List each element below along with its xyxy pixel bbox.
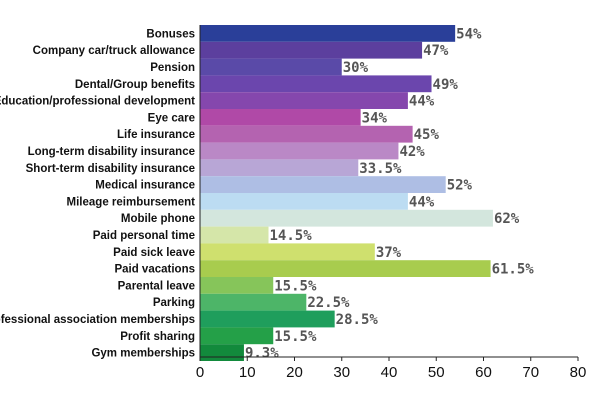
value-label: 37% [376,245,402,261]
value-label: 34% [362,110,388,126]
value-label: 47% [423,43,449,59]
value-label: 22.5% [307,295,350,311]
value-label: 62% [494,211,520,227]
category-label: Paid sick leave [113,247,195,259]
bar-14 [200,260,491,277]
value-label: 28.5% [336,312,379,328]
value-label: 33.5% [359,161,402,177]
value-label: 15.5% [274,329,317,345]
category-label: Parental leave [118,280,195,292]
category-label: Pension [150,62,195,74]
bar-19 [200,344,244,361]
category-label: Mileage reimbursement [67,196,196,208]
category-label: Mobile phone [121,213,195,225]
category-label: Eye care [148,112,195,124]
category-label: Professional association memberships [0,314,195,326]
bar-9 [200,176,446,193]
x-tick-label: 60 [475,364,492,381]
value-label: 45% [414,127,440,143]
x-tick-label: 10 [239,364,256,381]
value-label: 61.5% [492,262,535,278]
category-label: Paid vacations [114,264,195,276]
category-label: Education/professional development [0,96,195,108]
category-labels: Bonuses Company car/truck allowance Pensio… [0,28,195,359]
bar-4 [200,92,408,109]
bar-11 [200,209,493,227]
category-label: Profit sharing [120,331,195,343]
bar-6 [200,125,413,143]
value-label: 52% [447,178,473,194]
x-tick-label: 80 [570,364,587,381]
category-label: Bonuses [146,28,195,40]
category-label: Company car/truck allowance [33,45,195,57]
category-label: Paid personal time [93,230,195,242]
value-label: 15.5% [274,278,317,294]
bar-15 [200,277,274,294]
category-label: Short-term disability insurance [26,163,195,175]
category-label: Gym memberships [91,348,195,360]
category-label: Parking [153,297,195,309]
x-tick-label: 0 [196,364,204,381]
value-label: 44% [409,94,435,110]
value-label: 30% [343,60,369,76]
category-label: Dental/Group benefits [75,79,195,91]
value-label: 54% [456,26,482,42]
value-label: 49% [433,77,459,93]
bar-18 [200,327,274,345]
value-label: 14.5% [270,228,313,244]
bar-13 [200,243,375,261]
x-tick-label: 40 [381,364,398,381]
category-label: Medical insurance [95,180,195,192]
bar-2 [200,58,342,76]
x-axis: 0 10 20 30 40 50 60 70 80 [196,25,587,381]
bar-16 [200,293,307,311]
bar-10 [200,193,408,210]
bar-17 [200,310,335,328]
value-label: 44% [409,194,435,210]
value-label: 42% [399,144,425,160]
bar-1 [200,41,423,59]
bar-5 [200,109,361,126]
value-label: 9.3% [245,346,279,362]
category-label: Long-term disability insurance [28,146,195,158]
x-tick-label: 30 [333,364,350,381]
bar-12 [200,226,269,244]
value-labels: 54%47%30%49%44%34%45%42%33.5%52%44%62%14… [245,26,534,361]
category-label: Life insurance [117,129,195,141]
bar-8 [200,159,359,177]
x-tick-label: 50 [428,364,445,381]
bar-3 [200,75,432,93]
x-tick-label: 20 [286,364,303,381]
bar-7 [200,142,399,160]
bars-layer [200,25,493,361]
bar-0 [200,25,456,42]
x-tick-label: 70 [522,364,539,381]
